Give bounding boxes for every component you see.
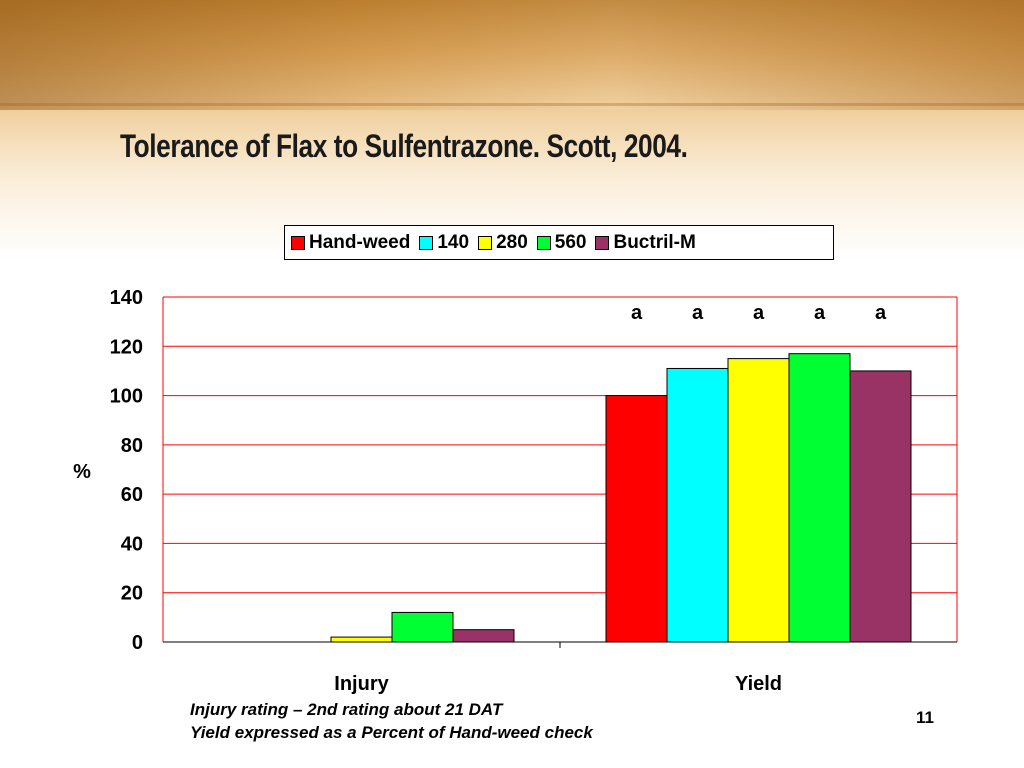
banner-glow <box>0 0 1024 110</box>
bar-yield-0 <box>605 395 668 643</box>
footnote-injury: Injury rating – 2nd rating about 21 DAT <box>190 700 503 719</box>
y-tick-label: 40 <box>121 533 143 555</box>
legend-label: 140 <box>437 231 470 253</box>
legend-swatch <box>595 235 610 250</box>
legend-item-2: 280 <box>478 232 528 254</box>
legend-label: Hand-weed <box>309 231 411 253</box>
x-tick-label: Yield <box>735 673 782 695</box>
footnote-yield: Yield expressed as a Percent of Hand-wee… <box>190 723 593 742</box>
y-tick-label: 100 <box>110 386 143 408</box>
bar-injury-4 <box>452 629 515 643</box>
y-tick-label: 120 <box>110 336 143 358</box>
legend-swatch <box>536 235 551 250</box>
legend-item-4: Buctril-M <box>595 231 696 254</box>
banner-divider <box>0 103 1024 106</box>
legend-item-0: Hand-weed <box>291 232 410 254</box>
x-tick-label: Injury <box>334 673 389 695</box>
bar-annotation: a <box>631 302 643 324</box>
legend-swatch <box>478 235 493 250</box>
bar-annotation: a <box>692 302 704 324</box>
slide-number: 11 <box>916 708 934 727</box>
bar-yield-4 <box>849 370 912 643</box>
legend-label: 560 <box>554 231 587 253</box>
header-banner <box>0 0 1024 260</box>
bar-yield-1 <box>666 367 729 643</box>
bar-yield-3 <box>788 353 851 643</box>
legend-item-3: 560 <box>536 231 587 254</box>
legend-item-1: 140 <box>419 232 469 254</box>
chart-legend: Hand-weed 140 280 560 Buctril-M <box>284 225 834 260</box>
bar-injury-3 <box>391 611 454 643</box>
y-axis-label: % <box>73 461 91 483</box>
legend-label: Buctril-M <box>613 231 696 253</box>
bar-annotation: a <box>814 302 826 324</box>
y-tick-label: 60 <box>121 484 143 506</box>
legend-label: 280 <box>496 231 528 253</box>
y-tick-label: 20 <box>121 583 143 605</box>
bar-annotation: a <box>875 302 887 324</box>
bar-annotation: a <box>753 302 765 324</box>
y-tick-label: 140 <box>110 287 143 309</box>
bar-injury-2 <box>330 636 393 643</box>
legend-swatch <box>419 235 434 250</box>
y-tick-label: 0 <box>132 632 143 654</box>
slide-title: Tolerance of Flax to Sulfentrazone. Scot… <box>120 128 688 164</box>
bar-yield-2 <box>727 358 790 643</box>
legend-swatch <box>291 235 305 250</box>
y-tick-label: 80 <box>121 435 143 457</box>
